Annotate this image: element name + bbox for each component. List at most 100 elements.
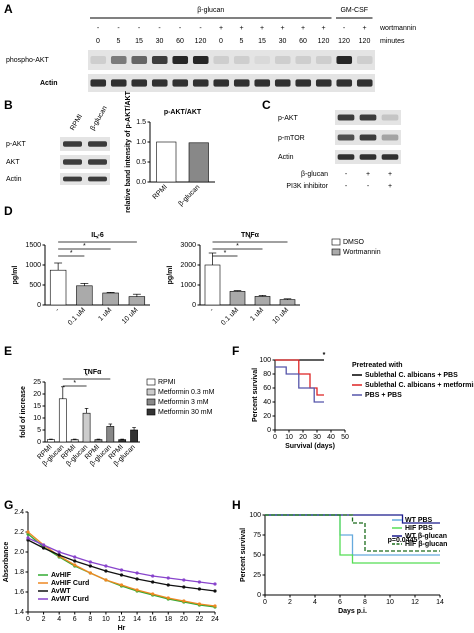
point: [88, 564, 92, 568]
x-tick-label: 10 uM: [272, 307, 291, 326]
y-tick-label: 0: [37, 302, 41, 309]
point: [182, 585, 186, 589]
legend-swatch: [146, 398, 156, 406]
annotation: p=0.0445: [388, 537, 418, 544]
point: [151, 592, 155, 596]
chart-title: TNFα: [84, 369, 103, 376]
x-axis-label: Hr: [118, 625, 126, 632]
lane-mark: -: [97, 25, 100, 32]
significance-mark: *: [96, 236, 99, 243]
annotation: *: [323, 352, 326, 359]
x-tick-label: -: [209, 306, 216, 313]
y-tick-label: 0: [192, 302, 196, 309]
y-tick-label: 1.6: [14, 589, 24, 596]
x-tick-label: 20: [299, 434, 307, 441]
chart-title: IL-6: [91, 232, 104, 239]
header: β-glucan: [197, 7, 224, 14]
blot-band: [359, 114, 377, 121]
lane-time: 60: [299, 38, 307, 45]
blot-band: [63, 159, 82, 165]
bar: [94, 439, 103, 443]
x-tick-label: 0: [263, 599, 267, 606]
x-tick-label: 14: [436, 599, 444, 606]
blot: [88, 74, 375, 92]
legend-label: Sublethal C. albicans + PBS: [365, 372, 458, 379]
y-tick-label: 80: [263, 371, 271, 378]
blot-band: [63, 176, 82, 182]
header: GM-CSF: [340, 7, 368, 14]
y-tick-label: 0.0: [136, 179, 146, 186]
blot-band: [110, 56, 127, 64]
x-axis-label: Survival (days): [285, 443, 335, 450]
x-tick-label: β-glucan: [177, 184, 201, 208]
y-axis-label: fold of increase: [20, 386, 27, 438]
x-tick-label: RPMI: [152, 184, 169, 201]
legend-label: Metformin 30 mM: [158, 409, 213, 416]
panel-label: B: [4, 98, 13, 112]
point: [213, 604, 217, 608]
x-tick-label: 16: [149, 616, 157, 623]
x-tick-label: 0.1 uM: [220, 307, 240, 327]
row-label: PI3K inhibitor: [286, 183, 328, 190]
lane-label: RPMI: [69, 113, 84, 132]
y-tick-label: 1500: [25, 242, 41, 249]
blot-band: [192, 79, 209, 87]
blot-band: [359, 154, 377, 160]
y-tick-label: 75: [253, 532, 261, 539]
y-tick-label: 1000: [25, 262, 41, 269]
lane-time: 30: [156, 38, 164, 45]
blot-band: [213, 79, 230, 87]
x-tick-label: 0: [273, 434, 277, 441]
bar: [49, 269, 67, 306]
y-tick-label: 0: [37, 439, 41, 446]
bar: [118, 439, 127, 443]
y-tick-label: 100: [259, 357, 271, 364]
point: [73, 555, 77, 559]
blot-band: [233, 56, 250, 64]
panel-label: E: [4, 344, 12, 358]
bar: [47, 439, 55, 443]
legend-label: WT PBS: [405, 517, 433, 524]
blot-band: [337, 154, 355, 160]
blot-label: p-AKT: [278, 115, 299, 122]
row-label: β-glucan: [301, 171, 328, 178]
blot-band: [88, 176, 107, 182]
significance-mark: *: [83, 243, 86, 250]
lane-time: 120: [338, 38, 350, 45]
point: [104, 569, 108, 573]
y-tick-label: 40: [263, 399, 271, 406]
point: [26, 530, 30, 534]
legend-label: AvWT: [51, 588, 71, 595]
series-line: [265, 514, 440, 552]
point: [197, 602, 202, 606]
blot-band: [63, 141, 82, 147]
blot-band: [274, 56, 291, 64]
y-tick-label: 20: [33, 391, 41, 398]
bar: [279, 299, 296, 306]
x-tick-label: 18: [164, 616, 172, 623]
legend-label: Metformin 3 mM: [158, 399, 209, 406]
legend-label: Sublethal C. albicans + metformin: [365, 382, 474, 389]
point: [104, 564, 108, 568]
point: [73, 559, 77, 563]
lane-time: 5: [240, 38, 244, 45]
significance-mark: *: [224, 250, 227, 257]
y-tick-label: 20: [263, 413, 271, 420]
y-axis-label: pg/ml: [167, 266, 174, 285]
lane-mark: +: [362, 25, 366, 32]
legend-label: HIF PBS: [405, 525, 433, 532]
blot: [60, 137, 110, 151]
legend-swatch: [146, 388, 156, 396]
x-tick-label: 10 uM: [121, 307, 140, 326]
legend-swatch: [146, 378, 156, 386]
lane-time: 15: [135, 38, 143, 45]
blot-label: Actin: [6, 176, 22, 183]
lane-mark: -: [345, 171, 348, 178]
blot-band: [356, 56, 373, 64]
point: [166, 596, 170, 600]
point: [119, 583, 124, 587]
lane-mark: +: [280, 25, 284, 32]
lane-mark: +: [301, 25, 305, 32]
y-tick-label: 1.5: [136, 119, 146, 126]
